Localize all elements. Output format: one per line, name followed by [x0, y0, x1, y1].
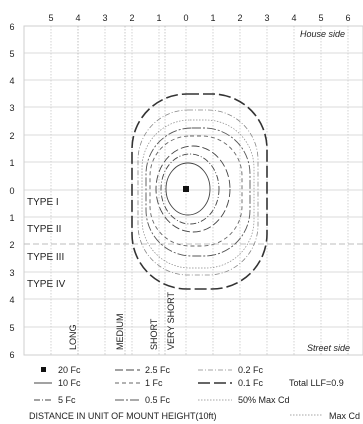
top-tick: 5 [48, 13, 53, 23]
type-label: TYPE IV [27, 279, 66, 290]
range-label-medium: MEDIUM [115, 314, 125, 351]
legend-item: 5 Fc [58, 395, 76, 405]
left-tick: 1 [9, 158, 14, 168]
contour-1fc [149, 135, 243, 247]
range-labels: LONG MEDIUM SHORT VERY SHORT [68, 291, 176, 350]
type-label: TYPE II [27, 224, 61, 235]
fixture-marker [183, 186, 189, 192]
contour-2.5fc [155, 145, 231, 233]
legend-item: 10 Fc [58, 378, 81, 388]
distance-footer: DISTANCE IN UNIT OF MOUNT HEIGHT(10ft) [29, 411, 217, 421]
left-tick: 6 [9, 350, 14, 360]
horizontal-grid [24, 52, 363, 328]
left-tick: 6 [9, 22, 14, 32]
contour-0.1fc [131, 93, 268, 290]
top-tick: 1 [210, 13, 215, 23]
range-label-very-short: VERY SHORT [166, 291, 176, 350]
range-label-long: LONG [68, 324, 78, 350]
top-tick: 2 [129, 13, 134, 23]
legend-swatch-20fc [41, 367, 46, 372]
left-tick: 3 [9, 103, 14, 113]
house-side-label: House side [300, 29, 345, 39]
type-label: TYPE I [27, 197, 59, 208]
contour-10fc [165, 162, 211, 216]
plot-frame [23, 25, 363, 356]
left-tick: 2 [9, 131, 14, 141]
top-tick: 6 [345, 13, 350, 23]
range-label-short: SHORT [149, 318, 159, 350]
top-axis-labels: 5 4 3 2 1 0 1 2 3 4 5 6 [48, 13, 350, 23]
vertical-grid [50, 26, 349, 355]
contour-5fc [160, 153, 220, 225]
max-cd-label: Max Cd [329, 411, 360, 421]
legend-item: 1 Fc [145, 378, 163, 388]
top-tick: 2 [237, 13, 242, 23]
top-tick: 3 [102, 13, 107, 23]
legend-item: 50% Max Cd [238, 395, 290, 405]
top-tick: 4 [291, 13, 296, 23]
isolux-contours [131, 93, 268, 290]
top-tick: 3 [264, 13, 269, 23]
legend: 20 Fc 10 Fc 5 Fc 2.5 Fc 1 Fc 0.5 Fc 0.2 … [29, 365, 360, 421]
left-tick: 0 [9, 186, 14, 196]
contour-max-cd [141, 119, 255, 269]
left-tick: 3 [9, 268, 14, 278]
type-label: TYPE III [27, 252, 64, 263]
type-labels: TYPE I TYPE II TYPE III TYPE IV [27, 197, 66, 290]
total-llf: Total LLF=0.9 [289, 378, 344, 388]
left-axis-labels: 6 5 4 3 2 1 0 1 2 3 4 5 6 [9, 22, 14, 360]
top-tick: 4 [75, 13, 80, 23]
legend-item: 0.5 Fc [145, 395, 171, 405]
street-side-label: Street side [307, 343, 350, 353]
top-tick: 1 [156, 13, 161, 23]
legend-item: 0.2 Fc [238, 365, 264, 375]
left-tick: 2 [9, 240, 14, 250]
left-tick: 1 [9, 213, 14, 223]
left-tick: 5 [9, 323, 14, 333]
legend-item: 0.1 Fc [238, 378, 264, 388]
left-tick: 4 [9, 76, 14, 86]
contour-0.5fc [145, 127, 251, 257]
legend-item: 2.5 Fc [145, 365, 171, 375]
top-tick: 5 [318, 13, 323, 23]
legend-item: 20 Fc [58, 365, 81, 375]
left-tick: 4 [9, 295, 14, 305]
range-lines [77, 26, 166, 355]
top-tick: 0 [183, 13, 188, 23]
contour-0.2fc [137, 109, 259, 276]
left-tick: 5 [9, 49, 14, 59]
